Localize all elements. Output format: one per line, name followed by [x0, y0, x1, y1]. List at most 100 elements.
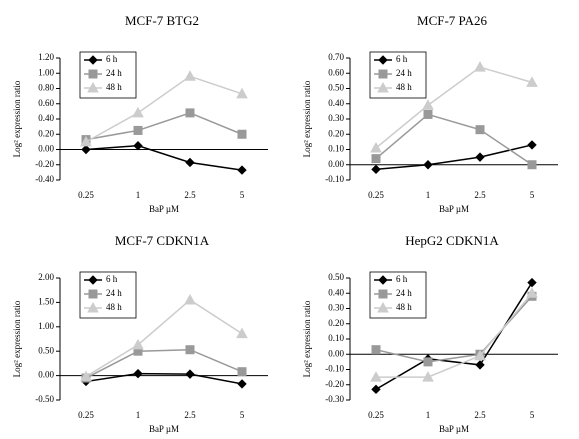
series-line: [375, 113, 533, 166]
x-tick-label: 0.25: [78, 190, 94, 200]
y-tick-label: 0.40: [38, 113, 54, 123]
x-tick-label: 0.25: [368, 410, 384, 420]
x-tick-label: 5: [240, 410, 245, 420]
y-tick-label: 0.50: [328, 83, 344, 93]
data-point: [526, 287, 538, 298]
data-point: [370, 371, 382, 382]
x-tick-label: 2.5: [184, 410, 196, 420]
data-point: [80, 135, 92, 147]
legend-marker: [378, 289, 388, 299]
chart-title: MCF-7 BTG2: [125, 13, 199, 28]
y-tick-label: 0.00: [38, 144, 54, 154]
y-tick-label: 0.60: [328, 67, 344, 77]
data-point: [474, 61, 486, 72]
data-point: [236, 327, 248, 339]
series-line: [376, 292, 533, 378]
data-point: [133, 140, 143, 151]
data-point: [370, 141, 382, 153]
series-line: [375, 144, 533, 171]
y-tick-label: -0.10: [325, 364, 344, 374]
y-tick-label: -0.20: [35, 159, 54, 169]
y-tick-label: 0.50: [38, 345, 54, 355]
data-point: [81, 144, 91, 155]
y-axis-label: Log² expression ratio: [302, 80, 312, 157]
chart-title: MCF-7 PA26: [417, 13, 487, 28]
legend-label: 24 h: [396, 68, 412, 78]
y-tick-label: 0.50: [328, 272, 344, 282]
data-point: [184, 70, 196, 81]
y-tick-label: 0.40: [328, 98, 344, 108]
data-point: [423, 160, 433, 170]
x-tick-label: 2.5: [474, 410, 486, 420]
y-tick-label: 0.30: [328, 113, 344, 123]
data-point: [237, 129, 247, 139]
legend-marker: [378, 275, 388, 285]
data-point: [237, 379, 247, 389]
y-axis-label: Log² expression ratio: [302, 300, 312, 377]
y-tick-label: 0.00: [38, 370, 54, 380]
data-point: [422, 99, 434, 110]
legend-marker: [378, 55, 388, 65]
legend-marker: [88, 275, 98, 285]
y-tick-label: 0.30: [328, 303, 344, 313]
data-point: [184, 293, 196, 305]
y-tick-label: -0.20: [325, 379, 344, 389]
y-tick-label: 0.00: [328, 348, 344, 358]
series-line: [85, 299, 243, 378]
y-tick-label: 0.40: [328, 287, 344, 297]
legend-marker: [87, 81, 99, 93]
data-point: [527, 160, 537, 170]
data-point: [185, 157, 195, 168]
data-point: [527, 140, 537, 150]
data-point: [474, 349, 486, 361]
data-point: [371, 154, 381, 164]
series-line: [85, 372, 243, 385]
y-tick-label: 0.00: [328, 159, 344, 169]
y-tick-label: 0.20: [38, 128, 54, 138]
legend-marker: [377, 301, 389, 313]
data-point: [237, 367, 247, 377]
y-tick-label: -0.10: [325, 174, 344, 184]
x-tick-label: 2.5: [184, 190, 196, 200]
legend-marker: [87, 301, 99, 313]
x-tick-label: 1: [136, 190, 141, 200]
legend-label: 48 h: [396, 302, 412, 312]
data-point: [371, 164, 381, 175]
y-tick-label: 1.50: [38, 296, 54, 306]
data-point: [237, 165, 247, 175]
data-point: [185, 369, 195, 379]
data-point: [475, 152, 485, 162]
x-tick-label: 0.25: [78, 410, 94, 420]
x-axis-label: BaP µM: [439, 424, 469, 434]
y-axis-label: Log² expression ratio: [12, 300, 22, 377]
data-point: [422, 371, 434, 382]
data-point: [423, 357, 433, 367]
y-tick-label: 2.00: [38, 272, 54, 282]
data-point: [423, 109, 433, 119]
y-tick-label: 0.60: [38, 98, 54, 108]
y-tick-label: 1.00: [38, 67, 54, 77]
x-tick-label: 5: [240, 190, 245, 200]
legend-label: 6 h: [396, 274, 408, 284]
legend-marker: [378, 69, 388, 79]
data-point: [371, 345, 381, 355]
y-tick-label: 0.70: [328, 52, 344, 62]
y-tick-label: 0.20: [328, 128, 344, 138]
series-line: [85, 348, 243, 379]
x-tick-label: 2.5: [474, 190, 486, 200]
legend-marker: [88, 289, 98, 299]
y-tick-label: 0.80: [38, 83, 54, 93]
y-axis-label: Log² expression ratio: [12, 80, 22, 157]
legend-label: 48 h: [106, 302, 122, 312]
y-tick-label: 0.10: [328, 144, 344, 154]
y-tick-label: 0.20: [328, 318, 344, 328]
y-tick-label: -0.50: [35, 394, 54, 404]
y-tick-label: 0.10: [328, 333, 344, 343]
x-tick-label: 5: [530, 410, 535, 420]
x-axis-label: BaP µM: [439, 204, 469, 214]
y-tick-label: -0.30: [325, 394, 344, 404]
data-point: [80, 370, 92, 382]
series-line: [85, 75, 243, 143]
legend-label: 24 h: [106, 68, 122, 78]
